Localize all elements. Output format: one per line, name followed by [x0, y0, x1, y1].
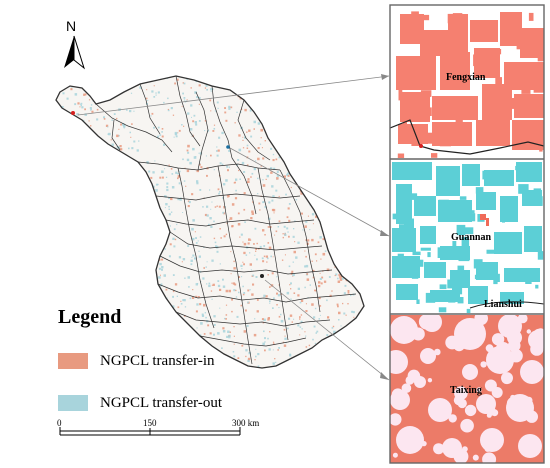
leader-line-guannan	[229, 147, 390, 237]
scale-tick-300: 300 km	[232, 418, 260, 428]
scale-tick-150: 150	[143, 418, 157, 428]
north-arrow-label: N	[66, 18, 77, 34]
inset-label-taixing: Taixing	[450, 385, 482, 396]
transfer-in-swatch	[58, 353, 88, 369]
legend-item-transfer-out: NGPCL transfer-out	[58, 392, 222, 414]
inset-label-fengxian: Fengxian	[446, 72, 486, 83]
inset-fengxian	[390, 5, 544, 158]
county-boundaries	[95, 76, 357, 365]
north-arrow-icon	[64, 35, 85, 70]
inset-guannan	[390, 160, 544, 313]
legend-label-transfer-in: NGPCL transfer-in	[100, 352, 215, 369]
legend-item-transfer-in: NGPCL transfer-in	[58, 350, 215, 372]
inset-label-guannan: Guannan	[451, 232, 492, 243]
fengxian-marker	[71, 111, 75, 115]
legend-title: Legend	[58, 306, 122, 328]
scale-bar	[59, 427, 241, 436]
guannan-marker	[226, 145, 230, 149]
leader-line-taixing	[264, 279, 390, 381]
transfer-out-swatch	[58, 395, 88, 411]
inset-frames	[389, 4, 545, 464]
inset-taixing	[390, 315, 544, 463]
leader-arrowheads	[380, 74, 389, 380]
inset-label-lianshui: Lianshui	[484, 299, 522, 310]
scale-tick-0: 0	[57, 418, 62, 428]
taixing-marker	[260, 274, 264, 278]
leader-line-fengxian	[77, 75, 390, 116]
leader-lines	[77, 75, 390, 381]
legend-label-transfer-out: NGPCL transfer-out	[100, 394, 223, 411]
